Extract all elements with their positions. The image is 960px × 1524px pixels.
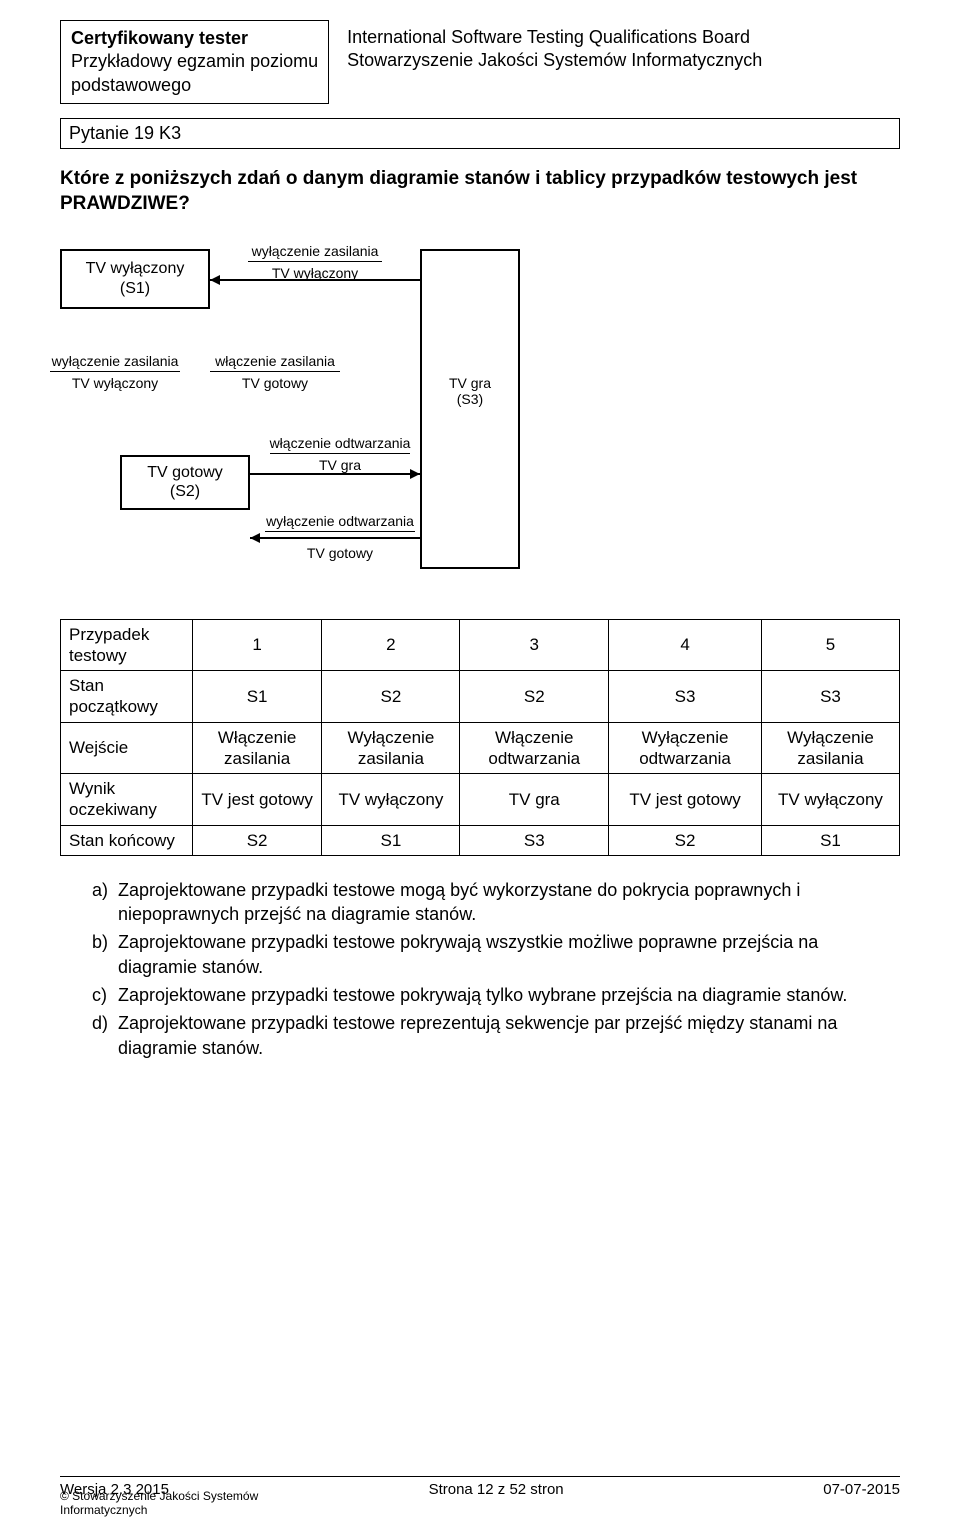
- table-cell: Wyłączenie zasilania: [322, 722, 460, 774]
- table-cell: Wyłączenie zasilania: [761, 722, 899, 774]
- edge-s3-s2-action: TV gotowy: [260, 545, 420, 561]
- table-cell: Wynik oczekiwany: [61, 774, 193, 826]
- edge-s1-s2-hr: [210, 371, 340, 372]
- answer-b-text: Zaprojektowane przypadki testowe pokrywa…: [118, 930, 900, 979]
- question-label: Pytanie 19 K3: [69, 123, 181, 143]
- table-cell: S2: [460, 671, 609, 723]
- answer-a-text: Zaprojektowane przypadki testowe mogą by…: [118, 878, 900, 927]
- header-left-box: Certyfikowany tester Przykładowy egzamin…: [60, 20, 329, 104]
- table-cell: S2: [609, 825, 762, 855]
- edge-s1-s2-event: włączenie zasilania: [205, 353, 345, 369]
- state-s3-l1: TV gra: [449, 375, 491, 391]
- answer-c: c) Zaprojektowane przypadki testowe pokr…: [92, 983, 900, 1007]
- footer-copyright: © Stowarzyszenie Jakości Systemów Inform…: [60, 1490, 258, 1518]
- table-row: Stan końcowy S2 S1 S3 S2 S1: [61, 825, 900, 855]
- question-text: Które z poniższych zdań o danym diagrami…: [60, 167, 900, 216]
- table-cell: 1: [192, 619, 322, 671]
- answer-d-text: Zaprojektowane przypadki testowe repreze…: [118, 1011, 900, 1060]
- answer-a-label: a): [92, 878, 118, 927]
- header-right: International Software Testing Qualifica…: [347, 20, 762, 73]
- edge-s2-s1-event: wyłączenie zasilania: [45, 353, 185, 369]
- edge-s1-s2-action: TV gotowy: [205, 375, 345, 391]
- answer-c-text: Zaprojektowane przypadki testowe pokrywa…: [118, 983, 900, 1007]
- state-s2-l2: (S2): [170, 482, 200, 501]
- header-title: Certyfikowany tester: [71, 27, 318, 50]
- test-case-table: Przypadek testowy 1 2 3 4 5 Stan początk…: [60, 619, 900, 856]
- footer-right: 07-07-2015: [823, 1481, 900, 1498]
- table-cell: Wejście: [61, 722, 193, 774]
- edge-s3-s1-hr: [248, 261, 382, 262]
- table-cell: Stan końcowy: [61, 825, 193, 855]
- edge-s2-s1-hr: [50, 371, 180, 372]
- page-header: Certyfikowany tester Przykładowy egzamin…: [60, 20, 900, 104]
- state-s2-l1: TV gotowy: [147, 463, 223, 482]
- edge-s3-s1-action: TV wyłączony: [240, 265, 390, 281]
- table-row: Stan początkowy S1 S2 S2 S3 S3: [61, 671, 900, 723]
- table-cell: TV gra: [460, 774, 609, 826]
- table-cell: 5: [761, 619, 899, 671]
- answer-list: a) Zaprojektowane przypadki testowe mogą…: [60, 878, 900, 1060]
- table-cell: Włączenie odtwarzania: [460, 722, 609, 774]
- answer-a: a) Zaprojektowane przypadki testowe mogą…: [92, 878, 900, 927]
- table-cell: 3: [460, 619, 609, 671]
- footer-sub2: Informatycznych: [60, 1504, 258, 1518]
- edge-s3-s2-hr: [265, 531, 415, 532]
- header-right-line2: Stowarzyszenie Jakości Systemów Informat…: [347, 49, 762, 72]
- footer-center: Strona 12 z 52 stron: [429, 1481, 564, 1498]
- edge-s2-s1-action: TV wyłączony: [45, 375, 185, 391]
- table-cell: Przypadek testowy: [61, 619, 193, 671]
- table-cell: S2: [322, 671, 460, 723]
- header-sub2: podstawowego: [71, 74, 318, 97]
- table-cell: S1: [192, 671, 322, 723]
- table-cell: S1: [761, 825, 899, 855]
- table-cell: Wyłączenie odtwarzania: [609, 722, 762, 774]
- footer-sub1: © Stowarzyszenie Jakości Systemów: [60, 1490, 258, 1504]
- table-cell: Włączenie zasilania: [192, 722, 322, 774]
- table-cell: S1: [322, 825, 460, 855]
- answer-c-label: c): [92, 983, 118, 1007]
- table-cell: Stan początkowy: [61, 671, 193, 723]
- table-cell: S3: [761, 671, 899, 723]
- edge-s2-s3-line: [250, 473, 420, 475]
- state-s3-l2: (S3): [457, 391, 483, 407]
- edge-s2-s3-event: włączenie odtwarzania: [260, 435, 420, 451]
- edge-s3-s1-arrow: [210, 275, 220, 285]
- table-cell: S2: [192, 825, 322, 855]
- table-cell: S3: [460, 825, 609, 855]
- state-s2: TV gotowy (S2): [120, 455, 250, 510]
- answer-d-label: d): [92, 1011, 118, 1060]
- state-s1: TV wyłączony (S1): [60, 249, 210, 309]
- header-right-line1: International Software Testing Qualifica…: [347, 26, 762, 49]
- table-cell: 4: [609, 619, 762, 671]
- edge-s3-s2-arrow: [250, 533, 260, 543]
- edge-s3-s2-line: [250, 537, 420, 539]
- state-s1-l1: TV wyłączony: [86, 259, 185, 278]
- table-row: Wynik oczekiwany TV jest gotowy TV wyłąc…: [61, 774, 900, 826]
- edge-s2-s3-hr: [270, 453, 410, 454]
- table-row: Przypadek testowy 1 2 3 4 5: [61, 619, 900, 671]
- table-row: Wejście Włączenie zasilania Wyłączenie z…: [61, 722, 900, 774]
- state-diagram: TV wyłączony (S1) TV gotowy (S2) TV gra …: [60, 235, 680, 595]
- table-cell: TV wyłączony: [761, 774, 899, 826]
- state-s3-label: TV gra (S3): [440, 375, 500, 407]
- table-cell: TV jest gotowy: [609, 774, 762, 826]
- state-s3-box: [420, 249, 520, 569]
- header-sub1: Przykładowy egzamin poziomu: [71, 50, 318, 73]
- edge-s3-s2-event: wyłączenie odtwarzania: [260, 513, 420, 529]
- answer-b: b) Zaprojektowane przypadki testowe pokr…: [92, 930, 900, 979]
- answer-b-label: b): [92, 930, 118, 979]
- state-s1-l2: (S1): [120, 279, 150, 298]
- table-cell: S3: [609, 671, 762, 723]
- answer-d: d) Zaprojektowane przypadki testowe repr…: [92, 1011, 900, 1060]
- table-cell: TV jest gotowy: [192, 774, 322, 826]
- edge-s3-s1-event: wyłączenie zasilania: [240, 243, 390, 259]
- question-label-box: Pytanie 19 K3: [60, 118, 900, 149]
- edge-s2-s3-action: TV gra: [260, 457, 420, 473]
- table-cell: 2: [322, 619, 460, 671]
- table-cell: TV wyłączony: [322, 774, 460, 826]
